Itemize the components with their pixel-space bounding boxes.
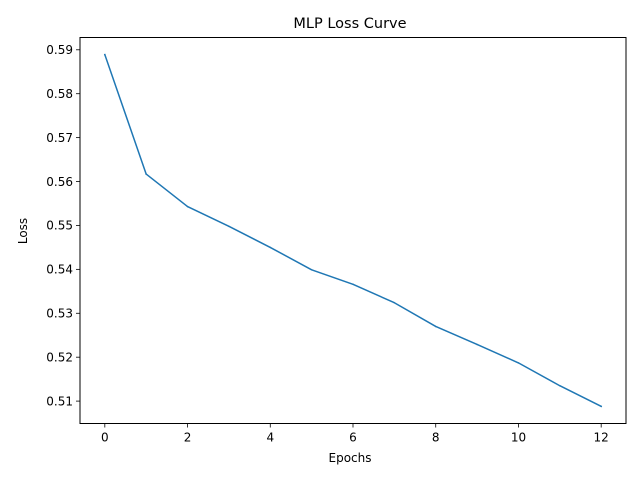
x-tick-label: 12 <box>594 431 609 445</box>
x-axis: 0 2 4 6 8 10 12 <box>101 423 609 445</box>
y-tick-label: 0.57 <box>46 131 73 145</box>
data-point <box>352 283 354 286</box>
y-tick-label: 0.54 <box>46 263 73 277</box>
data-point <box>269 246 272 249</box>
y-tick-label: 0.59 <box>46 43 73 57</box>
y-axis: 0.51 0.52 0.53 0.54 0.55 0.56 0.57 0.58 0.59 <box>46 43 80 408</box>
data-point <box>476 343 478 346</box>
plot-frame <box>79 37 627 424</box>
data-point <box>517 362 520 364</box>
data-point <box>145 173 147 175</box>
y-tick-label: 0.51 <box>46 394 73 408</box>
y-tick-label: 0.53 <box>46 307 73 321</box>
y-tick-label: 0.55 <box>46 219 73 233</box>
series-line-0 <box>103 53 603 408</box>
x-tick-label: 8 <box>432 431 440 445</box>
data-point <box>559 384 561 387</box>
data-point <box>104 53 106 56</box>
y-axis-label: Loss <box>16 218 30 244</box>
data-point <box>600 405 602 408</box>
data-point <box>186 205 189 208</box>
x-tick-label: 4 <box>266 431 274 445</box>
x-tick-label: 10 <box>511 431 526 445</box>
y-tick-label: 0.58 <box>46 87 73 101</box>
x-tick-label: 6 <box>349 431 357 445</box>
x-tick-label: 0 <box>101 431 109 445</box>
data-point <box>434 325 437 328</box>
y-tick-label: 0.56 <box>46 175 73 189</box>
y-tick-label: 0.52 <box>46 350 73 364</box>
x-tick-label: 2 <box>184 431 192 445</box>
x-axis-label: Epochs <box>329 451 372 465</box>
data-point <box>228 225 230 228</box>
chart-title: MLP Loss Curve <box>293 16 406 32</box>
data-point <box>310 269 313 271</box>
data-point <box>393 301 396 304</box>
plot-area <box>103 53 603 408</box>
